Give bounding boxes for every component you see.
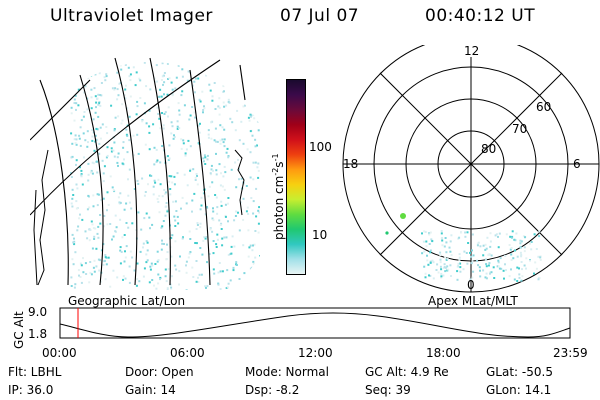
time-tick-0600: 06:00 — [170, 346, 205, 360]
status-dsp: Dsp: -8.2 — [245, 383, 300, 397]
mlt-label-0: 0 — [467, 278, 475, 292]
status-ip: IP: 36.0 — [8, 383, 54, 397]
mlt-label-6: 6 — [573, 157, 581, 171]
colorbar — [286, 79, 306, 275]
lat-label-80: 80 — [481, 142, 496, 156]
status-seq: Seq: 39 — [365, 383, 411, 397]
status-door: Door: Open — [125, 365, 194, 379]
mlt-label-12: 12 — [464, 45, 479, 58]
alt-tick-high: 9.0 — [28, 305, 48, 319]
lat-lon-grid — [30, 57, 246, 286]
mlt-label-18: 18 — [343, 157, 358, 171]
time-tick-1200: 12:00 — [298, 346, 333, 360]
polar-emission — [421, 230, 542, 282]
date-label: 07 Jul 07 — [280, 6, 360, 26]
altitude-plot-frame — [59, 307, 571, 339]
lat-label-60: 60 — [536, 100, 551, 114]
status-gc-alt: GC Alt: 4.9 Re — [365, 365, 449, 379]
time-label: 00:40:12 UT — [425, 6, 536, 26]
colorbar-unit-label: photon cm-2s-1 — [271, 153, 286, 240]
time-tick-0000: 00:00 — [42, 346, 77, 360]
polar-mlt-panel: 12 18 6 0 60 70 80 — [342, 45, 600, 293]
alt-tick-low: 1.8 — [28, 327, 48, 341]
time-tick-1800: 18:00 — [426, 346, 461, 360]
time-tick-2359: 23:59 — [553, 346, 588, 360]
status-gain: Gain: 14 — [125, 383, 176, 397]
polar-bright-spot — [400, 213, 406, 219]
status-filter: Flt: LBHL — [8, 365, 62, 379]
altitude-plot — [59, 307, 571, 339]
status-glat: GLat: -50.5 — [486, 365, 553, 379]
status-glon: GLon: 14.1 — [486, 383, 552, 397]
lat-label-70: 70 — [512, 122, 527, 136]
status-mode: Mode: Normal — [245, 365, 329, 379]
auroral-emission-image — [30, 62, 260, 290]
instrument-title: Ultraviolet Imager — [50, 6, 213, 26]
colorbar-tick-10: 10 — [312, 228, 328, 242]
coastline — [33, 149, 245, 286]
geographic-image-panel — [30, 57, 260, 290]
colorbar-tick-100: 100 — [309, 140, 332, 154]
apex-coord-label: Apex MLat/MLT — [428, 294, 518, 308]
altitude-curve — [59, 312, 571, 338]
gc-alt-axis-label: GC Alt — [12, 311, 26, 349]
geo-coord-label: Geographic Lat/Lon — [68, 294, 186, 308]
